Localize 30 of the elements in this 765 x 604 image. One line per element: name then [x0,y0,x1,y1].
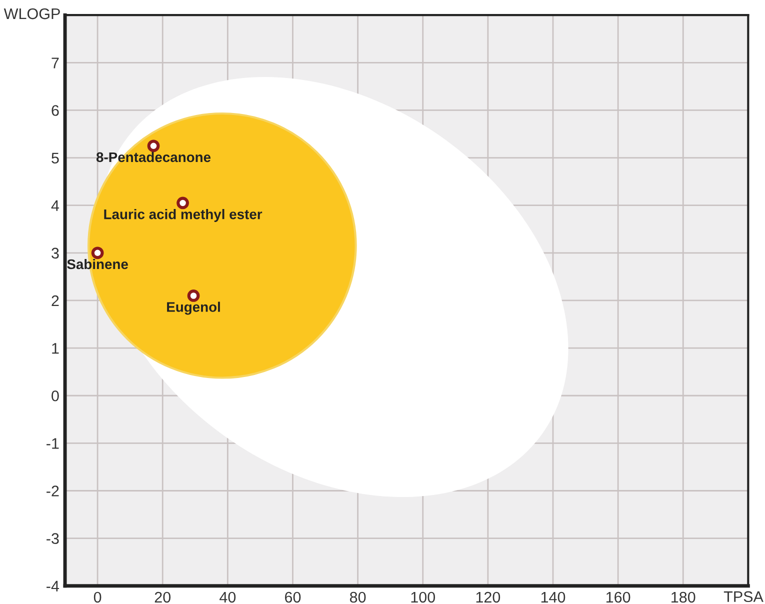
y-tick-label: 3 [52,248,59,259]
y-tick-label: -2 [46,486,59,496]
x-tick-label: 80 [350,592,366,603]
y-tick-label: -3 [46,533,59,544]
y-tick-label: -1 [46,438,59,449]
y-tick-label: 2 [52,295,59,306]
y-tick-label: 0 [52,390,59,402]
point [187,290,200,302]
y-tick-label: 1 [52,343,59,354]
annotation: Lauric acid methyl ester [104,209,262,222]
y-tick-label: -4 [46,580,60,592]
x-tick-label: 180 [672,592,696,603]
y-axis-title: WLOGP [4,8,60,20]
x-axis-title: TPSA [724,591,764,602]
annotation: Eugenol [167,302,220,315]
point [176,196,189,210]
x-tick-label: 60 [285,592,301,603]
y-tick-label: 6 [52,105,59,116]
x-tick-label: 160 [606,592,630,603]
x-tick-label: 120 [476,592,500,603]
y-tick-label: 5 [52,152,59,164]
x-tick-label: 0 [94,592,102,603]
point [147,140,160,152]
x-tick-label: 140 [541,592,566,603]
point [91,246,104,260]
y-tick-label: 4 [51,200,60,211]
x-tick-label: 40 [220,592,236,603]
y-tick-label: 7 [52,58,59,68]
x-tick-label: 100 [411,592,436,603]
x-tick-label: 20 [154,592,171,603]
